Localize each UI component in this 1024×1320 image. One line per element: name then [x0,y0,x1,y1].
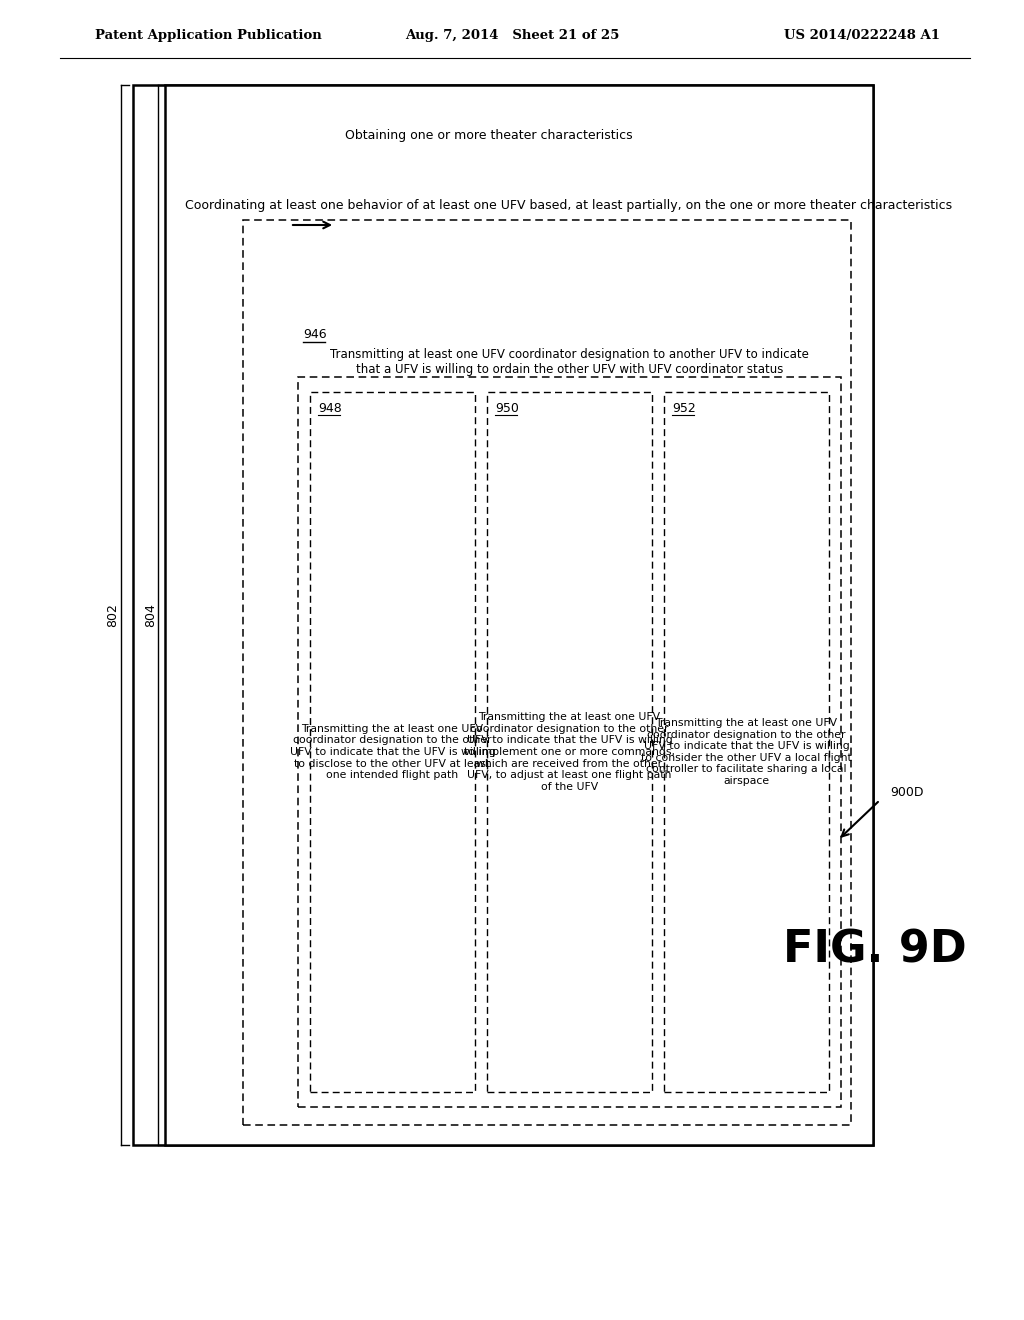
Bar [243,220,851,1125]
Text: 802: 802 [106,603,120,627]
Text: 948: 948 [318,401,342,414]
Text: 804: 804 [144,603,158,627]
Bar [298,378,841,1107]
Text: Coordinating at least one behavior of at least one UFV based, at least partially: Coordinating at least one behavior of at… [185,198,952,211]
Text: Transmitting at least one UFV coordinator designation to another UFV to indicate: Transmitting at least one UFV coordinato… [330,348,809,376]
Bar [487,392,652,1092]
Text: Transmitting the at least one UFV
coordinator designation to the other
UFV to in: Transmitting the at least one UFV coordi… [464,713,675,792]
Bar [310,392,475,1092]
Text: Transmitting the at least one UFV
coordinator designation to the other
UFV to in: Transmitting the at least one UFV coordi… [290,723,496,780]
Text: Aug. 7, 2014   Sheet 21 of 25: Aug. 7, 2014 Sheet 21 of 25 [404,29,620,41]
Text: US 2014/0222248 A1: US 2014/0222248 A1 [784,29,940,41]
Text: Patent Application Publication: Patent Application Publication [95,29,322,41]
Text: 952: 952 [672,401,695,414]
Text: 946: 946 [303,329,327,342]
Text: Transmitting the at least one UFV
coordinator designation to the other
UFV to in: Transmitting the at least one UFV coordi… [641,718,852,785]
Bar [664,392,829,1092]
Text: 900D: 900D [890,785,924,799]
Bar [133,84,873,1144]
Text: Obtaining one or more theater characteristics: Obtaining one or more theater characteri… [345,128,633,141]
Text: 950: 950 [495,401,519,414]
Text: FIG. 9D: FIG. 9D [783,928,967,972]
Bar [165,84,873,1144]
